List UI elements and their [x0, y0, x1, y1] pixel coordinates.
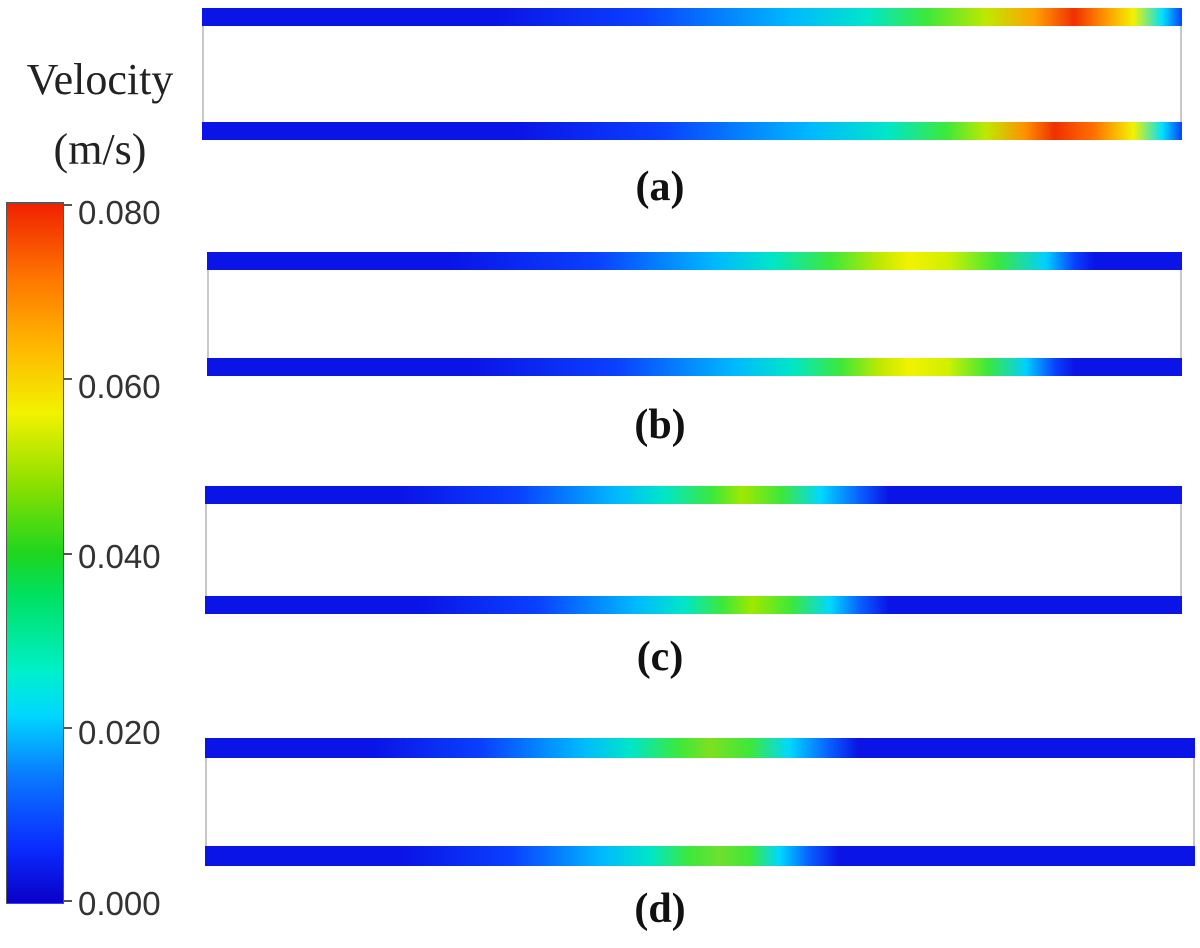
channel-walls [205, 738, 1195, 866]
lower-channel-contour [202, 122, 1182, 140]
colorbar-tick [64, 204, 72, 206]
lower-channel-contour [205, 596, 1182, 614]
channel-walls [207, 252, 1182, 376]
channel-walls [202, 8, 1182, 140]
legend-title-velocity: Velocity [26, 55, 174, 104]
channel-walls [205, 486, 1182, 614]
colorbar-tick-label: 0.080 [78, 194, 161, 231]
colorbar-tick [64, 378, 72, 380]
colorbar-tick [64, 900, 72, 902]
upper-channel-contour [202, 8, 1182, 26]
colorbar-tick [64, 553, 72, 555]
lower-channel-contour [207, 358, 1182, 376]
colorbar-tick-label: 0.060 [78, 368, 161, 405]
upper-channel-contour [205, 486, 1182, 504]
panel-label-b: (b) [634, 402, 686, 448]
colorbar-tick-label: 0.000 [78, 885, 161, 922]
velocity-contour-panel-b [207, 252, 1182, 376]
velocity-colorbar [6, 202, 64, 904]
legend-title-unit: (m/s) [53, 125, 147, 174]
upper-channel-contour [207, 252, 1182, 270]
colorbar-tick-label: 0.020 [78, 714, 161, 751]
velocity-contour-panel-a [202, 8, 1182, 140]
lower-channel-contour [205, 846, 1195, 866]
panel-label-c: (c) [636, 634, 684, 680]
colorbar-tick [64, 727, 72, 729]
velocity-contour-panel-d [205, 738, 1195, 866]
velocity-contour-panel-c [205, 486, 1182, 614]
panel-label-a: (a) [635, 164, 685, 210]
colorbar-tick-label: 0.040 [78, 538, 161, 575]
upper-channel-contour [205, 738, 1195, 758]
panel-label-d: (d) [634, 886, 686, 932]
